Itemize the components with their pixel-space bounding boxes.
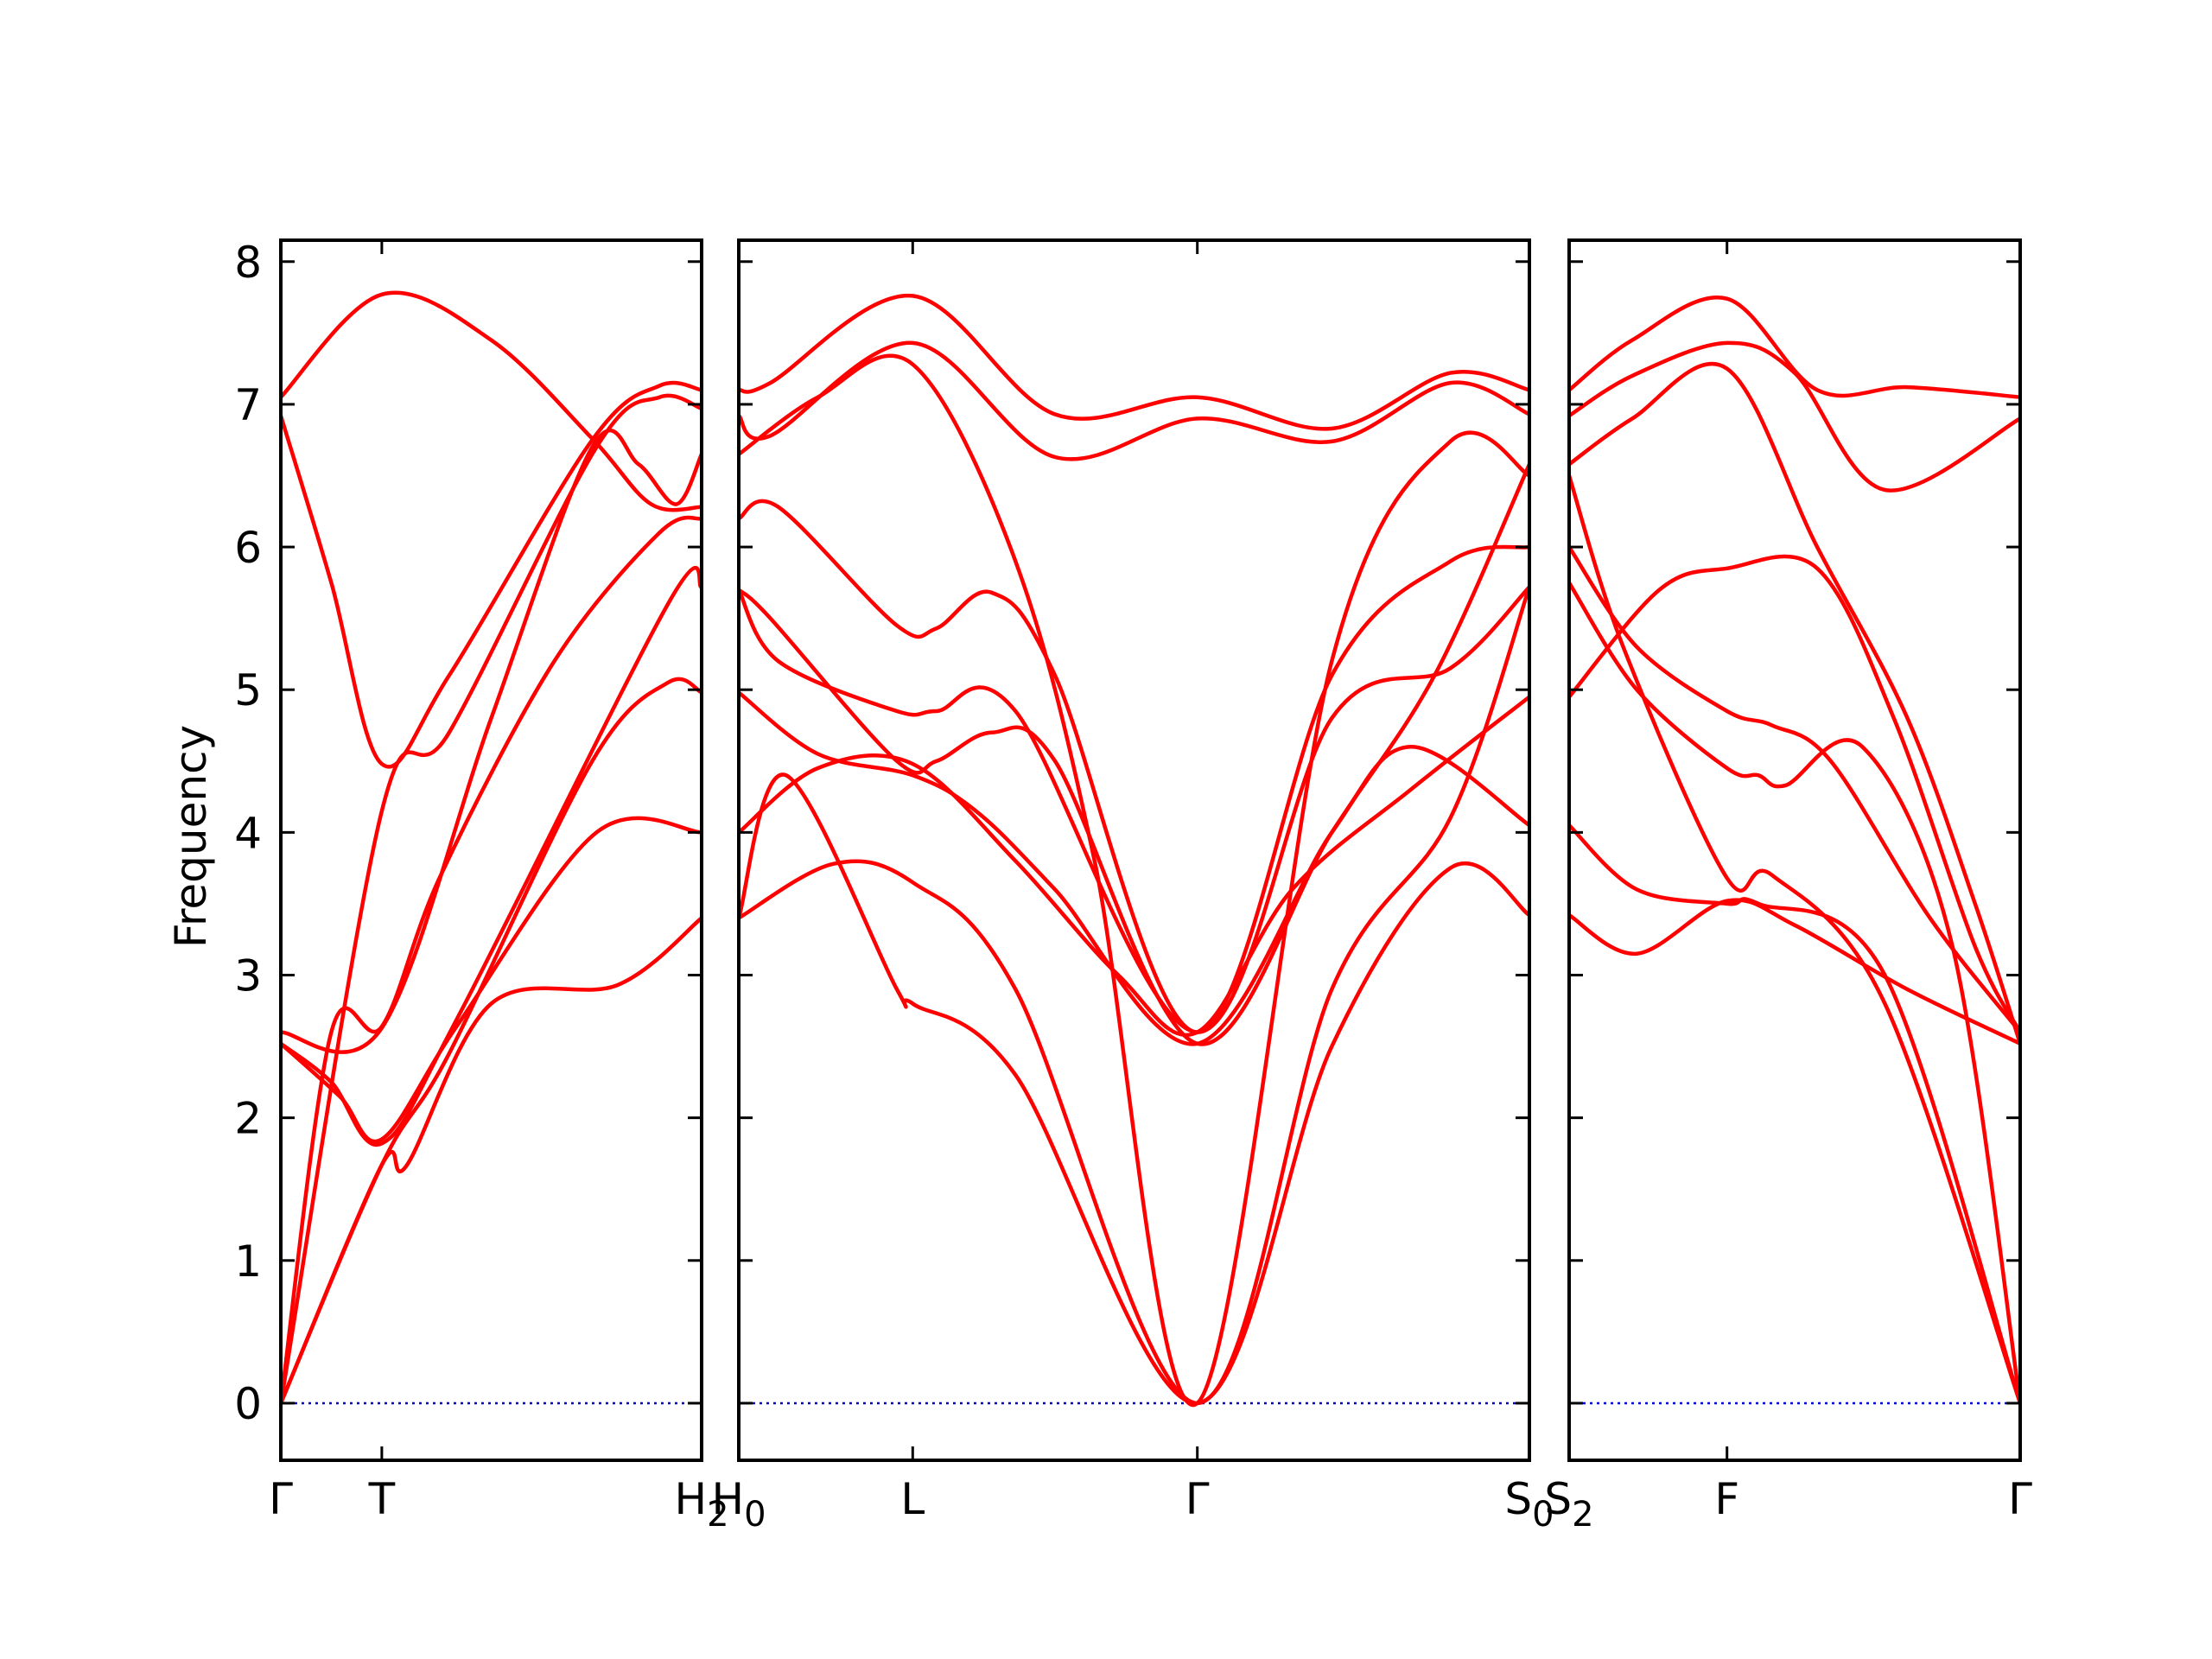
x-tick-label: S0 [1504, 1474, 1554, 1535]
band-line-3-3 [1569, 361, 2020, 1046]
x-tick-label: T [368, 1474, 396, 1524]
x-tick-label: H0 [711, 1474, 766, 1535]
y-tick-label: 3 [234, 951, 262, 1001]
band-line-2-7 [739, 585, 1529, 1034]
band-line-1-1 [281, 290, 702, 512]
band-line-2-8 [739, 695, 1529, 1037]
band-line-1-8 [281, 816, 702, 1144]
y-tick-label: 8 [234, 238, 262, 288]
band-line-3-6 [1569, 581, 2020, 1406]
y-tick-label: 1 [234, 1236, 262, 1287]
y-tick-label: 6 [234, 523, 262, 573]
x-tick-label: Γ [2008, 1474, 2032, 1524]
x-tick-label: S2 [1544, 1474, 1593, 1535]
band-line-2-5 [739, 462, 1529, 1046]
band-line-2-9 [739, 772, 1529, 1406]
band-line-2-1 [739, 294, 1529, 431]
y-tick-label: 4 [234, 808, 262, 858]
panel-frame [279, 238, 703, 1462]
band-line-1-7 [281, 677, 702, 1406]
panel-frame [737, 238, 1531, 1462]
x-tick-label: H2 [674, 1474, 728, 1535]
x-tick-label: F [1714, 1474, 1739, 1524]
band-group [1569, 296, 2020, 1406]
panel-3: S2 F Γ [1544, 238, 2032, 1535]
band-line-3-5 [1569, 544, 2020, 1034]
band-line-2-4 [739, 499, 1529, 1034]
panel-1: 0 1 2 3 4 5 6 7 8 Γ T H2 [234, 238, 728, 1535]
x-tick-label: L [900, 1474, 925, 1524]
band-line-1-2 [281, 380, 702, 769]
band-line-3-1 [1569, 296, 2020, 399]
y-axis-label: Frequency [166, 725, 216, 948]
panel-frame [1567, 238, 2022, 1462]
y-tick-label: 7 [234, 380, 262, 430]
panel-2: H0 L Γ S0 [711, 238, 1554, 1535]
y-tick-label: 0 [234, 1379, 262, 1429]
band-line-2-6 [739, 690, 1529, 1046]
band-line-3-8 [1569, 823, 2020, 1406]
band-line-3-2 [1569, 340, 2020, 493]
band-line-3-9 [1569, 898, 2020, 1046]
y-tick-label: 5 [234, 665, 262, 715]
band-line-1-6 [281, 566, 702, 1147]
band-line-1-9 [281, 916, 702, 1406]
band-line-1-5 [281, 515, 702, 1406]
band-line-2-3 [739, 353, 1529, 1408]
band-group [281, 290, 702, 1406]
x-tick-label: Γ [1185, 1474, 1210, 1524]
band-line-3-4 [1569, 554, 2020, 1034]
y-tick-label: 2 [234, 1094, 262, 1144]
band-line-1-4 [281, 429, 702, 1054]
band-line-3-7 [1569, 474, 2020, 1406]
x-tick-label: Γ [269, 1474, 293, 1524]
band-line-2-2 [739, 340, 1529, 461]
band-group [739, 294, 1529, 1408]
band-line-2-10 [739, 585, 1529, 1406]
